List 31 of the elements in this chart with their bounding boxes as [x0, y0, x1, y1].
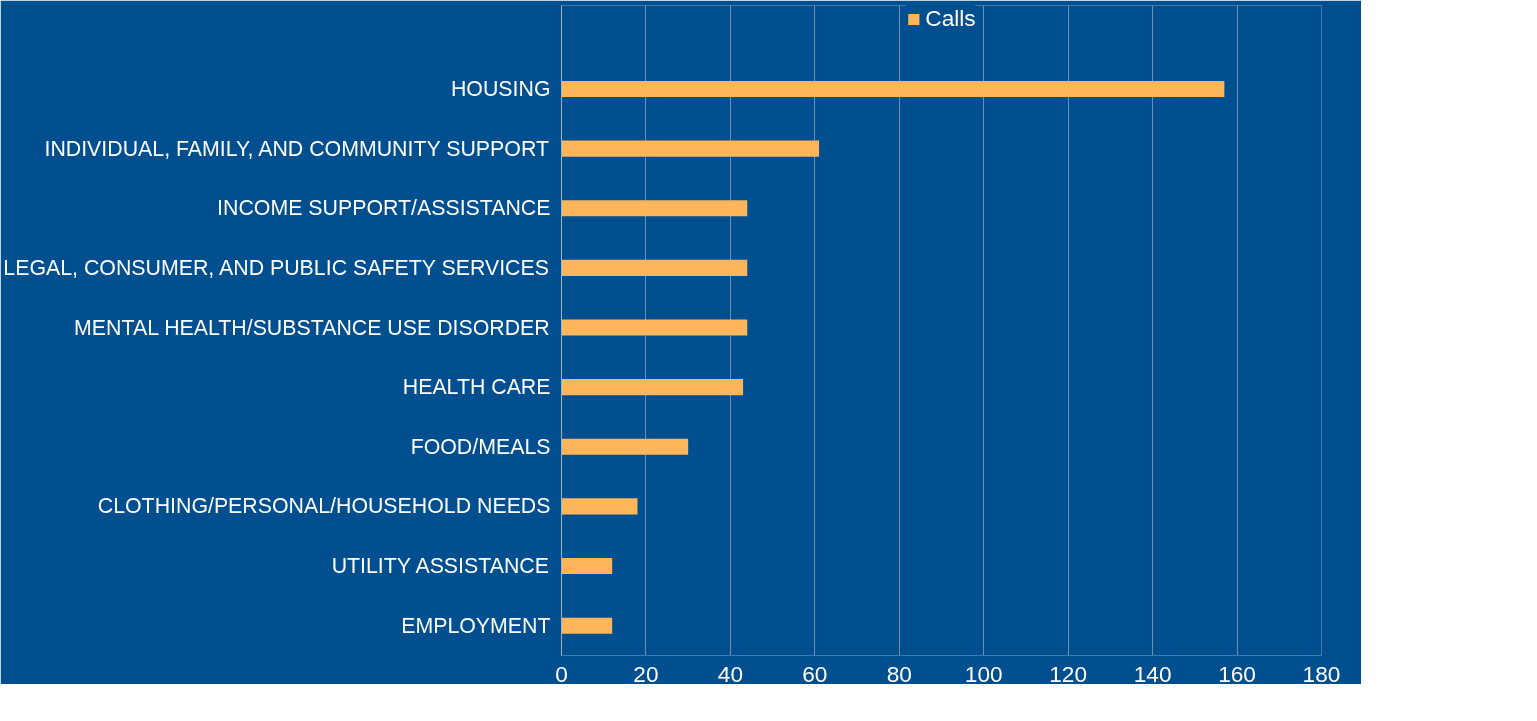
- bar: [561, 319, 748, 336]
- y-tick-label: HOUSING: [450, 76, 551, 101]
- bar: [561, 200, 748, 217]
- bar: [561, 379, 744, 396]
- legend-label: Calls: [925, 5, 976, 32]
- x-tick-label: 60: [802, 660, 828, 687]
- x-tick-label: 80: [886, 660, 912, 687]
- bar: [561, 259, 748, 276]
- y-tick-label: LEGAL, CONSUMER, AND PUBLIC SAFETY SERVICES: [3, 255, 549, 280]
- x-tick-label: 160: [1218, 660, 1256, 687]
- y-tick-label: FOOD/MEALS: [410, 434, 551, 459]
- y-tick-label: EMPLOYMENT: [401, 613, 551, 638]
- y-tick-label: HEALTH CARE: [402, 375, 551, 400]
- y-tick-label: INDIVIDUAL, FAMILY, AND COMMUNITY SUPPORT: [44, 136, 549, 161]
- y-tick-label: UTILITY ASSISTANCE: [331, 554, 549, 579]
- x-tick-label: 140: [1133, 660, 1172, 687]
- bar: [561, 558, 613, 575]
- x-tick-label: 0: [555, 660, 568, 687]
- x-tick-label: 40: [717, 660, 743, 687]
- bar: [561, 80, 1225, 98]
- x-tick-label: 100: [964, 660, 1003, 687]
- bar: [561, 498, 638, 515]
- y-tick-label: INCOME SUPPORT/ASSISTANCE: [217, 196, 551, 221]
- x-tick-label: 180: [1302, 660, 1341, 687]
- bar: [561, 438, 689, 455]
- x-tick-label: 20: [633, 660, 659, 687]
- y-tick-label: MENTAL HEALTH/SUBSTANCE USE DISORDER: [74, 315, 550, 340]
- y-tick-label: CLOTHING/PERSONAL/HOUSEHOLD NEEDS: [97, 494, 551, 519]
- x-tick-label: 120: [1049, 660, 1088, 687]
- bar: [561, 617, 613, 634]
- bar: [561, 140, 820, 157]
